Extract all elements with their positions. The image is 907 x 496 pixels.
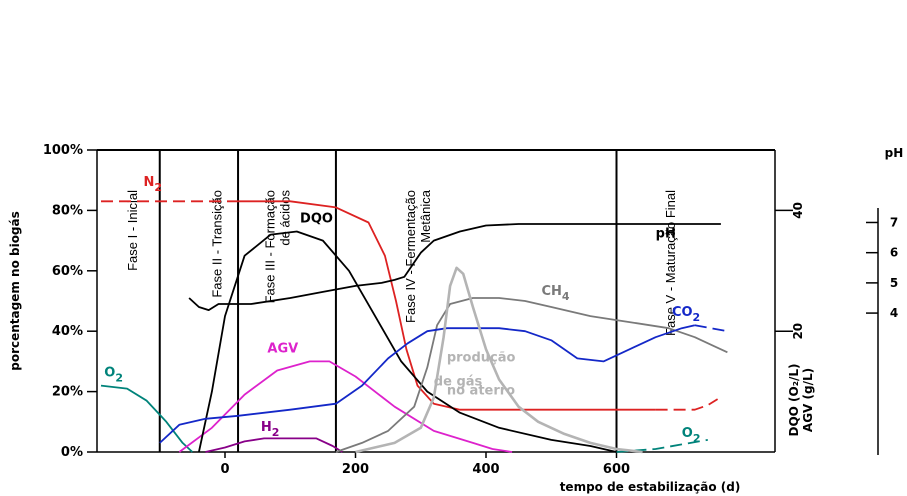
label-no-aterro: no aterro xyxy=(447,384,515,399)
y2-axis-label-line2: AGV (g/L) xyxy=(801,368,815,432)
series-line-o2 xyxy=(100,384,194,453)
y-axis-label: porcentagem no biogás xyxy=(8,211,22,371)
x-tick-label: 600 xyxy=(603,462,630,477)
phase-label: Fase III - Formação xyxy=(262,190,277,303)
label-de-g-s: de gás xyxy=(434,375,483,390)
label-ch4: CH4 xyxy=(541,284,569,303)
label-ph: pH xyxy=(656,227,676,242)
phase-label: Fase I - Inicial xyxy=(125,190,140,271)
axes: 0% 20% 40% 60% 80% 100% 0 200 400 600 20 40 4 5 6 7 porc… xyxy=(8,143,903,494)
phase-label: Fase II - Transição xyxy=(210,190,225,298)
ph-tick-label: 5 xyxy=(890,276,898,290)
x-tick-label: 400 xyxy=(472,462,499,477)
ph-tick-label: 4 xyxy=(890,306,898,320)
label-h2: H2 xyxy=(261,420,280,439)
label-co2: CO2 xyxy=(672,305,700,324)
x-axis-label: tempo de estabilização (d) xyxy=(560,480,741,494)
y-tick-label: 100% xyxy=(43,143,83,158)
label-o2: O2 xyxy=(104,366,123,385)
label-n2: N2 xyxy=(143,175,162,194)
series-line-n2 xyxy=(238,200,656,411)
series-line-co2 xyxy=(159,324,696,444)
x-tick-label: 200 xyxy=(342,462,369,477)
series xyxy=(100,200,728,454)
y-tick-label: 40% xyxy=(52,324,83,339)
label-agv: AGV xyxy=(267,341,298,356)
y2-tick-label: 40 xyxy=(791,202,805,219)
ph-tick-label: 6 xyxy=(890,246,898,260)
phase-label-line2: Metânica xyxy=(418,189,433,243)
series-line-n2 xyxy=(655,398,719,411)
ph-tick-label: 7 xyxy=(890,215,898,229)
y-tick-label: 0% xyxy=(61,445,83,460)
y-tick-label: 20% xyxy=(52,385,83,400)
ph-axis-label: pH xyxy=(885,146,904,160)
y2-axis-label-line1: DQO (O₂/L) xyxy=(787,364,801,437)
label-o2: O2 xyxy=(682,426,701,445)
y-tick-label: 80% xyxy=(52,203,83,218)
series-line-co2 xyxy=(694,324,728,333)
phase-label: Fase IV - Fermentação xyxy=(403,190,418,323)
phase-label-line2: de ácidos xyxy=(277,190,292,246)
label-dqo: DQO xyxy=(300,211,333,226)
y2-tick-label: 20 xyxy=(791,323,805,340)
label-produ-o: produção xyxy=(447,350,516,365)
series-line-ph xyxy=(188,223,721,311)
series-line-h2 xyxy=(205,437,343,453)
x-tick-label: 0 xyxy=(220,462,229,477)
series-line-produ-o-de-g-s-no-aterro xyxy=(355,266,643,454)
series-line-dqo xyxy=(198,230,617,453)
series-line-ch4 xyxy=(335,297,728,453)
y-tick-label: 60% xyxy=(52,264,83,279)
series-line-agv xyxy=(178,360,513,453)
phase-label: Fase V - Maturação Final xyxy=(663,190,678,336)
